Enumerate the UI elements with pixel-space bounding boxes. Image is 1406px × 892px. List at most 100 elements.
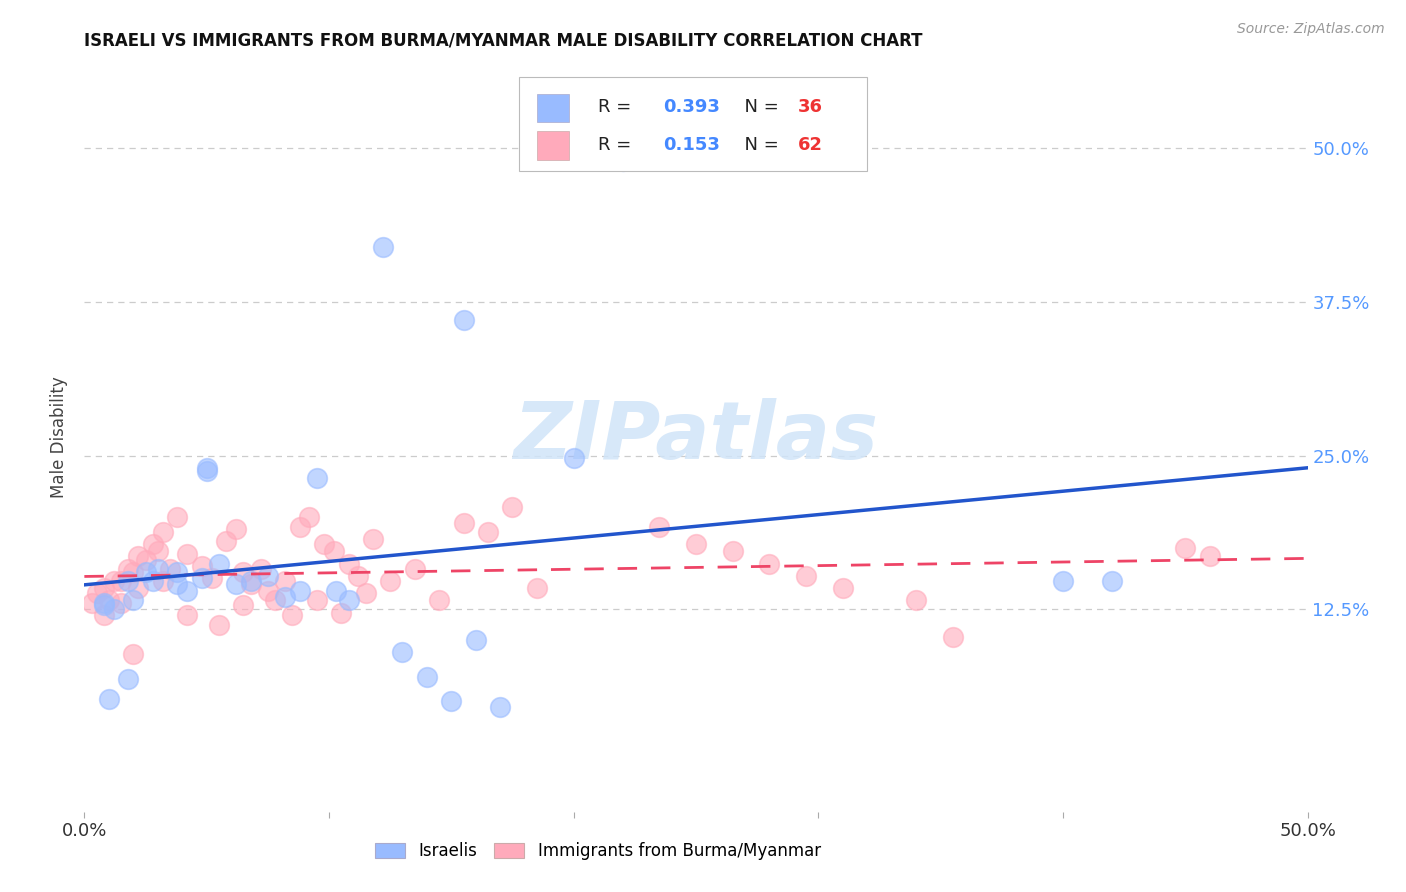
Point: [135, 553, 157, 567]
Point: [322, 544, 344, 558]
Point: [337, 557, 360, 571]
Point: [93, 608, 115, 623]
Point: [191, 559, 214, 574]
Point: [117, 672, 139, 686]
Point: [440, 694, 463, 708]
Point: [80, 596, 103, 610]
Point: [215, 534, 238, 549]
Point: [97, 691, 120, 706]
Point: [1198, 549, 1220, 564]
Point: [274, 590, 297, 604]
Point: [942, 630, 965, 644]
Point: [257, 569, 280, 583]
Point: [239, 577, 262, 591]
Point: [103, 574, 125, 588]
Point: [347, 569, 370, 583]
Point: [526, 581, 548, 595]
Point: [288, 520, 311, 534]
Point: [1101, 574, 1123, 588]
Point: [135, 565, 157, 579]
Point: [122, 565, 145, 579]
Point: [93, 581, 115, 595]
Point: [159, 561, 181, 575]
Point: [721, 544, 744, 558]
Point: [176, 547, 198, 561]
Point: [562, 450, 585, 465]
Text: Source: ZipAtlas.com: Source: ZipAtlas.com: [1237, 22, 1385, 37]
Point: [354, 586, 377, 600]
Point: [1174, 541, 1197, 555]
Text: N =: N =: [733, 136, 785, 153]
Point: [794, 569, 817, 583]
Point: [166, 565, 188, 579]
Point: [225, 522, 247, 536]
Text: 0.393: 0.393: [664, 98, 720, 116]
FancyBboxPatch shape: [537, 94, 569, 122]
Point: [380, 574, 402, 588]
Point: [142, 574, 165, 588]
Point: [166, 577, 188, 591]
Point: [86, 586, 108, 600]
Point: [274, 574, 297, 588]
Point: [152, 524, 174, 539]
Text: ZIPatlas: ZIPatlas: [513, 398, 879, 476]
Point: [110, 574, 132, 588]
Point: [831, 581, 853, 595]
Point: [146, 561, 169, 575]
Point: [489, 700, 512, 714]
Point: [122, 593, 145, 607]
Point: [257, 583, 280, 598]
Point: [453, 313, 475, 327]
Point: [142, 537, 165, 551]
Point: [758, 557, 780, 571]
Point: [103, 602, 125, 616]
Point: [298, 510, 321, 524]
Point: [391, 645, 413, 659]
FancyBboxPatch shape: [519, 78, 868, 171]
Text: ISRAELI VS IMMIGRANTS FROM BURMA/MYANMAR MALE DISABILITY CORRELATION CHART: ISRAELI VS IMMIGRANTS FROM BURMA/MYANMAR…: [84, 32, 922, 50]
Point: [117, 574, 139, 588]
Point: [166, 510, 188, 524]
Text: R =: R =: [598, 136, 637, 153]
Point: [93, 596, 115, 610]
Point: [176, 608, 198, 623]
Point: [416, 670, 439, 684]
Point: [93, 599, 115, 613]
Point: [453, 516, 475, 530]
Point: [361, 532, 384, 546]
Point: [225, 577, 247, 591]
Point: [612, 153, 634, 168]
Point: [477, 524, 499, 539]
Point: [195, 460, 218, 475]
Point: [200, 571, 222, 585]
Point: [232, 565, 254, 579]
Point: [239, 574, 262, 588]
Point: [314, 537, 336, 551]
Point: [232, 599, 254, 613]
Point: [685, 537, 707, 551]
Point: [305, 593, 328, 607]
Point: [905, 593, 928, 607]
Point: [127, 549, 149, 564]
Y-axis label: Male Disability: Male Disability: [51, 376, 69, 498]
Point: [117, 561, 139, 575]
Point: [110, 596, 132, 610]
Point: [152, 574, 174, 588]
Point: [191, 571, 214, 585]
Point: [249, 561, 271, 575]
Point: [195, 465, 218, 479]
Point: [122, 648, 145, 662]
Point: [337, 593, 360, 607]
Text: 36: 36: [797, 98, 823, 116]
Point: [127, 581, 149, 595]
Point: [176, 583, 198, 598]
Point: [464, 632, 486, 647]
Point: [371, 240, 394, 254]
Point: [1052, 574, 1074, 588]
Point: [97, 593, 120, 607]
Point: [305, 470, 328, 484]
Point: [146, 544, 169, 558]
Point: [330, 606, 353, 620]
Legend: Israelis, Immigrants from Burma/Myanmar: Israelis, Immigrants from Burma/Myanmar: [368, 836, 828, 867]
Point: [264, 593, 287, 607]
